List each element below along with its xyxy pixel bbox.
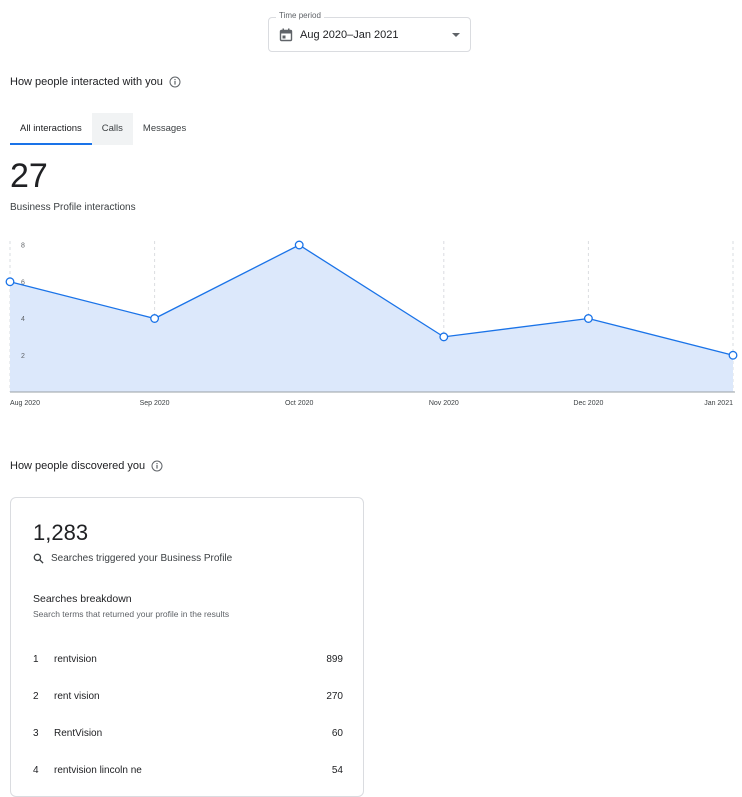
tab-all-interactions[interactable]: All interactions bbox=[10, 113, 92, 145]
interactions-total: 27 bbox=[10, 157, 48, 195]
chart-x-tick-label: Sep 2020 bbox=[140, 400, 170, 407]
chart-data-point bbox=[583, 314, 593, 323]
term-rank: 4 bbox=[33, 765, 39, 776]
interactions-total-label: Business Profile interactions bbox=[10, 202, 136, 213]
search-terms-list: 1 rentvision 899 2 rent vision 270 3 Ren… bbox=[33, 643, 343, 791]
chart-data-point bbox=[150, 314, 160, 323]
info-icon[interactable] bbox=[151, 460, 163, 472]
breakdown-subtitle: Search terms that returned your profile … bbox=[33, 609, 230, 619]
chart-data-point bbox=[728, 350, 738, 360]
term-count: 54 bbox=[331, 765, 343, 776]
calendar-icon bbox=[279, 28, 293, 42]
chart-y-tick-label: 4 bbox=[21, 316, 25, 323]
discovery-section-title: How people discovered you bbox=[10, 460, 163, 472]
interaction-tabs: All interactions Calls Messages bbox=[10, 113, 196, 145]
searches-total-label: Searches triggered your Business Profile bbox=[51, 553, 233, 564]
tab-calls[interactable]: Calls bbox=[91, 113, 133, 145]
tab-messages[interactable]: Messages bbox=[142, 123, 187, 134]
list-item: 1 rentvision 899 bbox=[33, 643, 343, 680]
time-period-label: Time period bbox=[276, 11, 324, 20]
chevron-down-icon bbox=[452, 33, 460, 37]
chart-data-point bbox=[439, 332, 449, 342]
searches-card: 1,283 Searches triggered your Business P… bbox=[10, 497, 364, 797]
list-item: 4 rentvision lincoln ne 54 bbox=[33, 754, 343, 791]
searches-total-label-row: Searches triggered your Business Profile bbox=[33, 553, 232, 564]
discovery-title-text: How people discovered you bbox=[10, 460, 146, 472]
chart-x-tick-label: Aug 2020 bbox=[10, 400, 40, 407]
term-count: 899 bbox=[326, 654, 343, 665]
searches-total: 1,283 bbox=[33, 520, 89, 545]
term-text: rentvision lincoln ne bbox=[54, 765, 142, 776]
list-item: 2 rent vision 270 bbox=[33, 680, 343, 717]
term-count: 270 bbox=[326, 691, 343, 702]
chart-x-tick-label: Jan 2021 bbox=[704, 400, 733, 407]
list-item: 3 RentVision 60 bbox=[33, 717, 343, 754]
chart-series-line bbox=[9, 244, 734, 356]
chart-area bbox=[10, 245, 733, 392]
chart-data-point bbox=[5, 277, 15, 287]
breakdown-title: Searches breakdown bbox=[33, 593, 132, 605]
term-count: 60 bbox=[331, 728, 343, 739]
term-rank: 1 bbox=[33, 654, 39, 665]
term-text: rentvision bbox=[54, 654, 97, 665]
chart-y-tick-label: 2 bbox=[21, 353, 25, 360]
interactions-chart: 2 4 6 8 Aug 2020 Sep 2020 Oct 2020 Nov 2020 Dec … bbox=[5, 240, 738, 407]
chart-y-tick-label: 8 bbox=[21, 243, 25, 250]
info-icon[interactable] bbox=[169, 76, 181, 88]
chart-x-tick-label: Dec 2020 bbox=[573, 400, 603, 407]
interactions-title-text: How people interacted with you bbox=[10, 76, 163, 88]
term-rank: 3 bbox=[33, 728, 39, 739]
chart-x-tick-label: Oct 2020 bbox=[285, 400, 314, 407]
term-text: rent vision bbox=[54, 691, 100, 702]
term-rank: 2 bbox=[33, 691, 39, 702]
term-text: RentVision bbox=[54, 728, 103, 739]
chart-data-point bbox=[294, 240, 304, 250]
chart-x-tick-label: Nov 2020 bbox=[429, 400, 459, 407]
interactions-section-title: How people interacted with you bbox=[10, 76, 181, 88]
chart-y-tick-label: 6 bbox=[21, 279, 25, 286]
search-icon bbox=[33, 553, 44, 564]
time-period-select[interactable]: Time period Aug 2020–Jan 2021 bbox=[268, 11, 471, 52]
time-period-value: Aug 2020–Jan 2021 bbox=[300, 29, 399, 41]
